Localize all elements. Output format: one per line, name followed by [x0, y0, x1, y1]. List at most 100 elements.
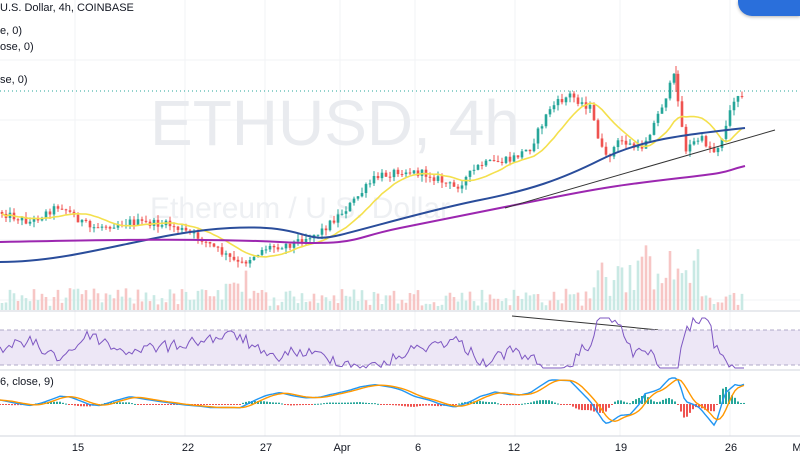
macd-histogram-bar: [509, 404, 511, 406]
macd-histogram-bar: [506, 404, 508, 406]
candle-body: [688, 144, 692, 152]
candle-body: [516, 155, 520, 158]
macd-histogram-bar: [548, 400, 550, 404]
macd-histogram-bar: [200, 404, 202, 405]
candle-body: [408, 172, 412, 174]
macd-histogram-bar: [53, 401, 55, 404]
candle-body: [220, 247, 224, 255]
volume-bar: [336, 303, 340, 310]
volume-bar: [724, 296, 728, 310]
macd-histogram-bar: [674, 401, 676, 404]
support-trendline: [504, 129, 776, 209]
macd-histogram-bar: [2, 404, 4, 405]
volume-bar: [524, 292, 528, 310]
volume-bar: [156, 304, 160, 310]
macd-histogram-bar: [413, 404, 415, 407]
volume-bar: [296, 303, 300, 310]
volume-bar: [412, 294, 416, 310]
candle-body: [348, 202, 352, 212]
candle-body: [132, 219, 136, 226]
candle-body: [92, 227, 96, 229]
volume-bar: [280, 301, 284, 310]
volume-bar: [64, 297, 68, 310]
candle-body: [80, 219, 84, 223]
macd-histogram-bar: [629, 403, 631, 405]
macd-histogram-bar: [551, 401, 553, 404]
volume-bar: [720, 302, 724, 310]
volume-bar: [128, 297, 132, 310]
volume-bar: [448, 292, 452, 310]
volume-bar: [452, 297, 456, 310]
macd-histogram-bar: [341, 402, 343, 404]
candle-body: [684, 126, 688, 152]
volume-bar: [436, 305, 440, 310]
volume-bar: [364, 300, 368, 310]
volume-bar: [244, 270, 248, 310]
volume-bar: [488, 294, 492, 310]
legend-symbol: U.S. Dollar, 4h, COINBASE: [0, 2, 134, 14]
ma-slow-line: [0, 165, 746, 245]
volume-bar: [24, 298, 28, 310]
volume-bar: [204, 290, 208, 310]
volume-bar: [344, 295, 348, 310]
volume-bar: [44, 297, 48, 310]
candle-body: [696, 140, 700, 142]
candle-body: [204, 241, 208, 243]
corner-button[interactable]: [738, 0, 800, 16]
volume-bar: [292, 296, 296, 310]
macd-histogram-bar: [398, 404, 400, 406]
macd-histogram-bar: [221, 404, 223, 405]
volume-bar: [636, 260, 640, 310]
macd-histogram-bar: [689, 404, 691, 413]
candle-body: [136, 219, 140, 226]
volume-bar: [584, 291, 588, 310]
volume-bar: [104, 293, 108, 310]
macd-histogram-bar: [296, 404, 298, 406]
volume-bar: [444, 295, 448, 310]
candle-body: [104, 226, 108, 228]
macd-histogram-bar: [287, 404, 289, 406]
candle-body: [668, 82, 672, 99]
candle-body: [304, 238, 308, 244]
volume-bar: [324, 297, 328, 310]
candle-body: [88, 220, 92, 228]
candle-body: [568, 93, 572, 98]
macd-histogram-bar: [14, 404, 16, 406]
macd-histogram-bar: [203, 404, 205, 405]
candle-body: [208, 241, 212, 244]
candle-body: [644, 140, 648, 149]
candle-body: [620, 140, 624, 142]
candle-body: [160, 225, 164, 227]
volume-bar: [96, 293, 100, 310]
macd-histogram-bar: [404, 404, 406, 407]
volume-bar: [484, 302, 488, 310]
macd-histogram-bar: [710, 404, 712, 412]
candle-body: [616, 140, 620, 148]
macd-histogram-bar: [431, 404, 433, 406]
candle-body: [540, 126, 544, 129]
macd-histogram-bar: [650, 399, 652, 404]
macd-histogram-bar: [374, 403, 376, 405]
macd-histogram-bar: [293, 404, 295, 406]
volume-bar: [400, 299, 404, 310]
macd-histogram-bar: [305, 404, 307, 405]
volume-bar: [12, 293, 16, 310]
macd-histogram-bar: [8, 404, 10, 405]
volume-bar: [624, 292, 628, 310]
volume-bar: [676, 268, 680, 310]
volume-bar: [0, 303, 4, 310]
macd-histogram-bar: [299, 404, 301, 406]
macd-histogram-bar: [704, 404, 706, 410]
candle-body: [520, 151, 524, 158]
macd-histogram-bar: [713, 404, 715, 412]
candle-body: [224, 253, 228, 255]
volume-bar: [132, 303, 136, 310]
watermark-symbol: ETHUSD, 4h: [150, 87, 520, 159]
candle-body: [572, 93, 576, 98]
volume-bar: [172, 293, 176, 310]
candle-body: [184, 227, 188, 231]
volume-bar: [8, 289, 12, 310]
macd-histogram-bar: [143, 404, 145, 405]
candle-body: [656, 113, 660, 123]
